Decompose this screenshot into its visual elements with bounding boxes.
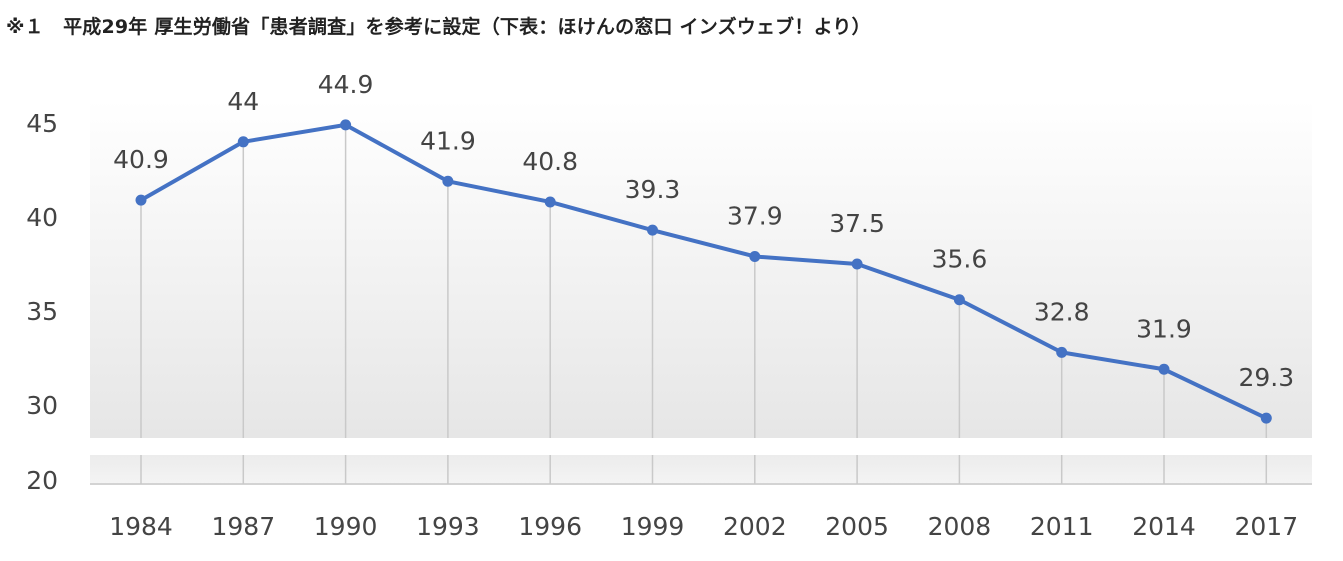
x-tick-label: 1999 <box>621 512 685 541</box>
source-note: ※１ 平成29年 厚生労働省「患者調査」を参考に設定（下表：ほけんの窓口 インズ… <box>6 16 871 38</box>
data-point-2011 <box>1056 346 1068 358</box>
x-tick-label: 2002 <box>723 512 787 541</box>
data-point-1999 <box>647 224 658 236</box>
data-label-2014: 31.9 <box>1136 314 1192 343</box>
plot-area-lower <box>90 455 1312 485</box>
data-label-1984: 40.9 <box>113 145 169 174</box>
data-label-1993: 41.9 <box>420 126 476 155</box>
y-tick-label: 20 <box>26 466 58 495</box>
data-label-1990: 44.9 <box>318 70 374 99</box>
y-tick-label: 40 <box>26 203 58 232</box>
data-label-2011: 32.8 <box>1034 297 1090 326</box>
data-label-2017: 29.3 <box>1238 363 1294 392</box>
plot-area-upper <box>90 100 1312 438</box>
x-tick-label: 1990 <box>314 512 378 541</box>
data-point-1984 <box>135 194 147 206</box>
data-label-2005: 37.5 <box>829 209 885 238</box>
x-tick-label: 1996 <box>518 512 582 541</box>
data-point-2005 <box>851 258 863 270</box>
data-point-2014 <box>1158 363 1170 375</box>
x-tick-label: 2008 <box>928 512 992 541</box>
data-point-1987 <box>237 136 249 148</box>
series-line <box>139 122 1269 421</box>
x-tick-label: 2005 <box>825 512 889 541</box>
data-label-2008: 35.6 <box>932 245 988 274</box>
data-point-1990 <box>340 119 352 131</box>
x-tick-label: 1993 <box>416 512 480 541</box>
x-tick-label: 1987 <box>211 512 275 541</box>
data-label-1999: 39.3 <box>625 175 681 204</box>
data-label-1987: 44 <box>227 87 259 116</box>
x-tick-label: 2017 <box>1234 512 1298 541</box>
y-tick-label: 35 <box>26 297 58 326</box>
data-point-2008 <box>953 294 965 306</box>
data-point-1993 <box>442 175 454 187</box>
data-label-2002: 37.9 <box>727 201 783 230</box>
y-tick-label: 45 <box>26 109 58 138</box>
x-tick-label: 1984 <box>109 512 173 541</box>
data-point-1996 <box>544 196 556 208</box>
data-point-2002 <box>749 250 761 262</box>
x-tick-label: 2014 <box>1132 512 1196 541</box>
y-tick-label: 30 <box>26 391 58 420</box>
data-label-1996: 40.8 <box>522 147 578 176</box>
x-tick-label: 2011 <box>1030 512 1094 541</box>
data-point-2017 <box>1260 412 1272 424</box>
